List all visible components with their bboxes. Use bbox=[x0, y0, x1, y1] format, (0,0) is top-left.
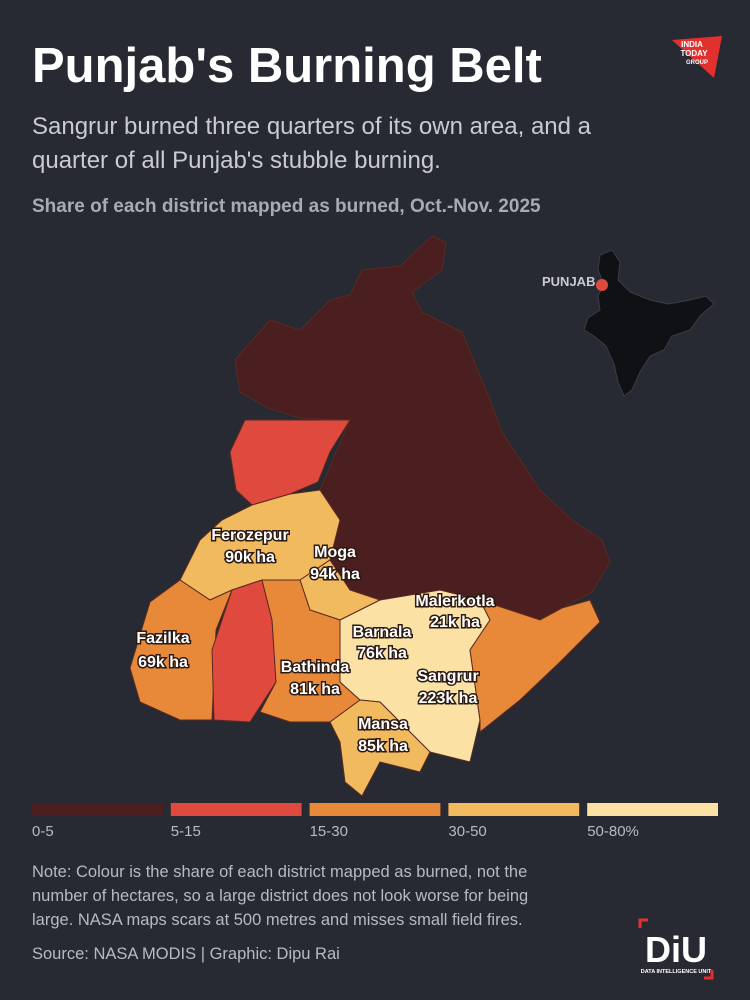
district-value: 90k ha bbox=[225, 549, 275, 566]
subtitle: quarter of all Punjab's stubble burning. bbox=[32, 147, 441, 174]
logo-text: INDIA bbox=[681, 40, 703, 49]
district-value: 69k ha bbox=[138, 654, 188, 671]
diu-logo: DiU DATA INTELLIGENCE UNIT bbox=[638, 918, 714, 980]
diu-frame bbox=[638, 918, 714, 980]
district-name: Ferozepur bbox=[211, 527, 288, 544]
diu-mark: DiU bbox=[645, 929, 707, 970]
district-name: Mansa bbox=[358, 716, 408, 733]
district-name: Bathinda bbox=[281, 659, 350, 676]
logo-shape bbox=[672, 36, 722, 78]
note: large. NASA maps scars at 500 metres and… bbox=[32, 911, 523, 929]
logo-text: TODAY bbox=[680, 49, 708, 58]
inset-map: PUNJAB bbox=[542, 249, 715, 397]
legend: 0-5 5-15 15-30 30-50 50-80% bbox=[32, 803, 718, 840]
district-name: Fazilka bbox=[136, 630, 189, 647]
legend-swatch bbox=[587, 803, 718, 816]
note: Note: Colour is the share of each distri… bbox=[32, 863, 527, 881]
inset-label: PUNJAB bbox=[542, 274, 595, 289]
title: Punjab's Burning Belt bbox=[32, 39, 542, 93]
legend-label: 5-15 bbox=[171, 823, 201, 840]
district-value: 76k ha bbox=[357, 645, 407, 662]
source: Source: NASA MODIS | Graphic: Dipu Rai bbox=[32, 945, 340, 963]
district-name: Barnala bbox=[353, 624, 412, 641]
logo-text: GROUP bbox=[686, 60, 708, 66]
note: number of hectares, so a large district … bbox=[32, 887, 528, 905]
diu-caption: DATA INTELLIGENCE UNIT bbox=[641, 969, 712, 975]
district-value: 21k ha bbox=[430, 614, 480, 631]
legend-label: 30-50 bbox=[448, 823, 486, 840]
district bbox=[329, 699, 431, 797]
legend-label: 50-80% bbox=[587, 823, 639, 840]
logo: INDIA TODAY GROUP bbox=[672, 36, 722, 78]
legend-label: 0-5 bbox=[32, 823, 54, 840]
legend-swatch bbox=[309, 803, 441, 816]
subtitle: Sangrur burned three quarters of its own… bbox=[32, 113, 592, 140]
district-value: 85k ha bbox=[358, 738, 408, 755]
district-value: 81k ha bbox=[290, 681, 340, 698]
india-shape bbox=[583, 249, 715, 397]
legend-swatch bbox=[170, 803, 302, 816]
district-name: Moga bbox=[314, 544, 356, 561]
legend-swatch bbox=[32, 803, 163, 816]
punjab-highlight bbox=[596, 279, 608, 291]
district bbox=[469, 599, 601, 734]
legend-label: 15-30 bbox=[310, 823, 348, 840]
map-label: Share of each district mapped as burned,… bbox=[32, 196, 541, 217]
punjab-map: Ferozepur 90k ha Moga 94k ha Malerkotla … bbox=[129, 235, 611, 797]
district-value: 223k ha bbox=[419, 690, 478, 707]
district bbox=[129, 579, 233, 721]
district-name: Sangrur bbox=[417, 668, 478, 685]
legend-swatch bbox=[448, 803, 580, 816]
district-name: Malerkotla bbox=[415, 593, 494, 610]
district-value: 94k ha bbox=[310, 566, 360, 583]
